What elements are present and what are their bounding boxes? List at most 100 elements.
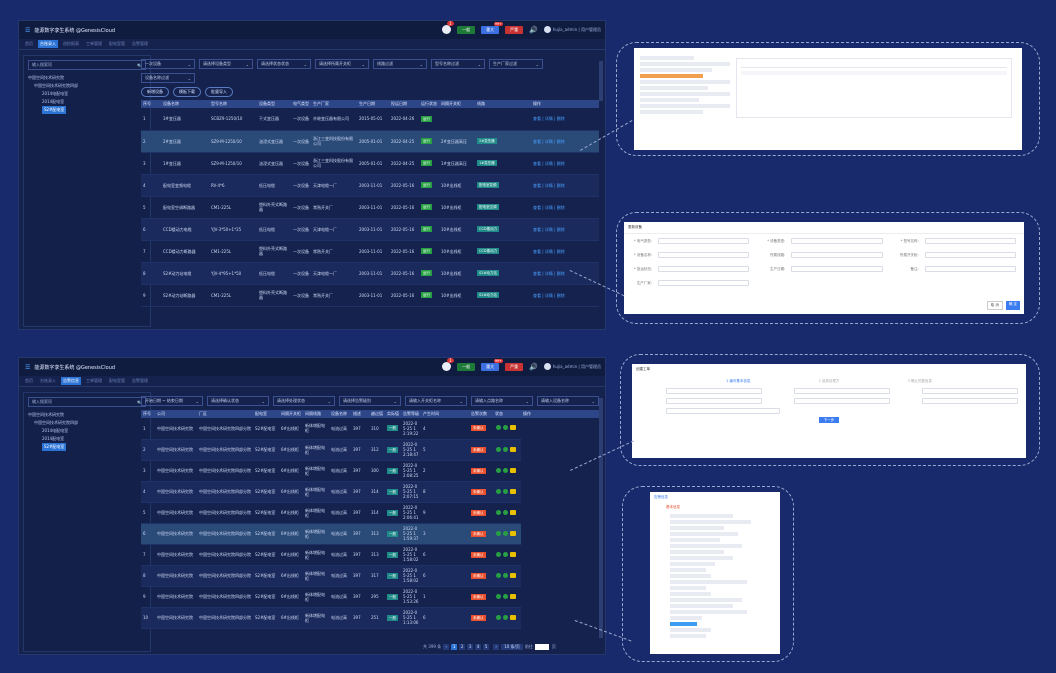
table-cell[interactable]: 查看 | 详情 | 删除 <box>531 174 599 197</box>
edit-field[interactable]: * 设备名称: <box>632 252 750 258</box>
table-cell[interactable]: 查看 | 详情 | 删除 <box>531 108 599 131</box>
edit-field[interactable]: * 投运状态: <box>632 266 750 272</box>
level-major-button[interactable]: 重大 99+ <box>481 358 504 371</box>
edit-field[interactable]: 所属开关柜: <box>899 252 1016 258</box>
level-major-button[interactable]: 重大 99+ <box>481 21 504 34</box>
filter-4[interactable]: 请输入开关柜名称 ⌄ <box>405 396 467 406</box>
user-menu[interactable]: hujia_admin | 用户管理员 <box>543 363 601 370</box>
row-actions[interactable] <box>493 523 521 545</box>
filter-1[interactable]: 请选择设备类型 ⌄ <box>199 59 253 69</box>
row-actions[interactable]: 查看 | 详情 | 删除 <box>533 292 565 298</box>
table-row[interactable]: 3 1#变压器 SZ9-M-1250/10 油浸式变压器 一次设备 浙江三变科技股份有限公… <box>141 152 599 175</box>
tab-2[interactable]: 告警信息 <box>61 377 81 385</box>
table-row[interactable]: 8 中国空间技术研究院 中国空间技术研究院四部分院 S2#配电室 6#出线柜 新体增配电柜… <box>141 565 599 587</box>
table-row[interactable]: 1 3#变压器 SCBZ9-1250/10 干式变压器 一次设备 许继变压器有限公司 201… <box>141 108 599 131</box>
table-row[interactable]: 4 配电室变频电缆 RV-4*6 低压电缆 一次设备 天津电缆一厂 2003-11-01 20… <box>141 174 599 197</box>
check-icon[interactable] <box>503 425 508 431</box>
filter-0[interactable]: 开始日期 ~ 结束日期 ⌄ <box>141 396 203 406</box>
next-page-button[interactable]: › <box>493 644 500 650</box>
field-input[interactable] <box>924 238 1016 244</box>
check-icon[interactable] <box>503 467 508 473</box>
search-icon[interactable]: 🔍 <box>137 399 142 405</box>
edit-cancel-button[interactable]: 取 消 <box>986 301 1003 310</box>
page-1[interactable]: 1 <box>451 644 458 650</box>
row-actions[interactable] <box>493 502 521 524</box>
tree-search-input[interactable]: 输入搜索项 🔍 <box>28 60 146 70</box>
edit-field[interactable]: * 电气类型: <box>632 238 750 244</box>
speaker-icon[interactable]: 🔊 <box>529 362 538 371</box>
menu-icon[interactable]: ☰ <box>25 363 31 371</box>
tab-4[interactable]: 配电室管 <box>109 378 125 383</box>
tab-2[interactable]: 巡检报表 <box>63 41 79 46</box>
menu-icon[interactable]: ☰ <box>25 26 31 34</box>
tab-3[interactable]: 工单管理 <box>86 41 102 46</box>
row-actions[interactable]: 查看 | 详情 | 删除 <box>533 248 565 254</box>
filter-7[interactable]: 设备名称过滤 ⌄ <box>141 73 195 83</box>
table-row[interactable]: 3 中国空间技术研究院 中国空间技术研究院四部分院 S2#配电室 6#出线柜 新体增配电柜… <box>141 460 599 482</box>
table-row[interactable]: 7 中国空间技术研究院 中国空间技术研究院四部分院 S2#配电室 6#出线柜 新体增配电柜… <box>141 544 599 566</box>
filter-6[interactable]: 生产厂家过滤 ⌄ <box>489 59 543 69</box>
row-actions[interactable] <box>493 565 521 587</box>
table-cell[interactable]: 查看 | 详情 | 删除 <box>531 240 599 263</box>
check-icon[interactable] <box>503 446 508 452</box>
filter-0[interactable]: 一次设备 ⌄ <box>141 59 195 69</box>
table-row[interactable]: 1 中国空间技术研究院 中国空间技术研究院四部分院 S2#配电室 6#出线柜 新体增配电柜… <box>141 418 599 440</box>
row-actions[interactable]: 查看 | 详情 | 删除 <box>533 160 565 166</box>
check-icon[interactable] <box>503 530 508 536</box>
table-row[interactable]: 6 中国空间技术研究院 中国空间技术研究院四部分院 S2#配电室 6#出线柜 新体增配电柜… <box>141 523 599 545</box>
row-actions[interactable] <box>493 418 521 440</box>
filter-5[interactable]: 请输入点路名称 ⌄ <box>471 396 533 406</box>
filter-6[interactable]: 请输入设备名称 ⌄ <box>537 396 599 406</box>
check-icon[interactable] <box>503 614 508 620</box>
tab-5[interactable]: 告警管理 <box>132 41 148 46</box>
tab-0[interactable]: 首页 <box>25 378 33 383</box>
workorder-icon[interactable] <box>510 530 516 536</box>
table-row[interactable]: 5 中国空间技术研究院 中国空间技术研究院四部分院 S2#配电室 6#出线柜 新体增配电柜… <box>141 502 599 524</box>
confirm-icon[interactable] <box>496 425 501 431</box>
row-actions[interactable]: 查看 | 详情 | 删除 <box>533 270 565 276</box>
level-severe-button[interactable]: 严重 <box>505 25 524 34</box>
field-input[interactable] <box>924 252 1016 258</box>
workorder-icon[interactable] <box>510 551 516 557</box>
tree-node[interactable]: 中国空间技术研究院四部 <box>24 82 150 90</box>
edit-field[interactable]: 所属线路: <box>765 252 883 258</box>
table-row[interactable]: 5 配电室空调断路器 CM1-225L 塑料外壳式断路器 一次设备 常熟开关厂 2003-1… <box>141 196 599 219</box>
field-input[interactable] <box>791 238 883 244</box>
tree-node[interactable]: 中国空间技术研究院 <box>24 74 150 82</box>
edit-ok-button[interactable]: 确 定 <box>1005 301 1020 310</box>
check-icon[interactable] <box>503 572 508 578</box>
row-actions[interactable]: 查看 | 详情 | 删除 <box>533 204 565 210</box>
field-input[interactable] <box>924 266 1016 272</box>
confirm-icon[interactable] <box>496 509 501 515</box>
table-cell[interactable]: 查看 | 详情 | 删除 <box>531 284 599 307</box>
row-actions[interactable] <box>493 481 521 503</box>
check-icon[interactable] <box>503 509 508 515</box>
table-row[interactable]: 6 CCD楼动力电缆 YJV-3*50+1*25 低压电缆 一次设备 天津电缆一厂 2003… <box>141 218 599 241</box>
workorder-icon[interactable] <box>510 593 516 599</box>
table-row[interactable]: 9 S2#动力站断路器 CM1-225L 塑料外壳式断路器 一次设备 常熟开关厂 2003-… <box>141 284 599 307</box>
bell-icon[interactable]: 1 <box>442 21 454 34</box>
row-actions[interactable]: 查看 | 详情 | 删除 <box>533 226 565 232</box>
edit-field[interactable]: 生产厂家: <box>632 280 750 286</box>
table-row[interactable]: 2 2#变压器 SZ9-M-1250/10 油浸式变压器 一次设备 浙江三变科技股份有限公… <box>141 130 599 153</box>
table-row[interactable]: 10 中国空间技术研究院 中国空间技术研究院四部分院 S2#配电室 6#出线柜 新体增配电… <box>141 607 599 629</box>
edit-field[interactable]: * 设备类型: <box>765 238 883 244</box>
field-input[interactable] <box>658 238 750 244</box>
tree-node[interactable]: S2#配电室 <box>24 106 150 114</box>
filter-3[interactable]: 请选择告警级别 ⌄ <box>339 396 401 406</box>
tree-node[interactable]: 中国空间技术研究院四部 <box>24 419 150 427</box>
row-actions[interactable]: 查看 | 详情 | 删除 <box>533 116 565 122</box>
tab-1[interactable]: 台账录入 <box>40 378 56 383</box>
goto-input[interactable] <box>534 644 549 650</box>
tree-node[interactable]: 2014电配电室 <box>24 90 150 98</box>
action-button-1[interactable]: 模板下载 <box>173 87 201 97</box>
field-input[interactable] <box>658 280 750 286</box>
table-row[interactable]: 4 中国空间技术研究院 中国空间技术研究院四部分院 S2#配电室 6#出线柜 新体增配电柜… <box>141 481 599 503</box>
filter-4[interactable]: 线路过滤 ⌄ <box>373 59 427 69</box>
tree-search-input[interactable]: 输入搜索项 🔍 <box>28 397 146 407</box>
prev-page-button[interactable]: ‹ <box>443 644 450 650</box>
check-icon[interactable] <box>503 488 508 494</box>
search-icon[interactable]: 🔍 <box>137 62 142 68</box>
table-row[interactable]: 8 S2#动力站电缆 YJV-4*95+1*50 低压电缆 一次设备 天津电缆一厂 2003… <box>141 262 599 285</box>
page-3[interactable]: 3 <box>467 644 474 650</box>
